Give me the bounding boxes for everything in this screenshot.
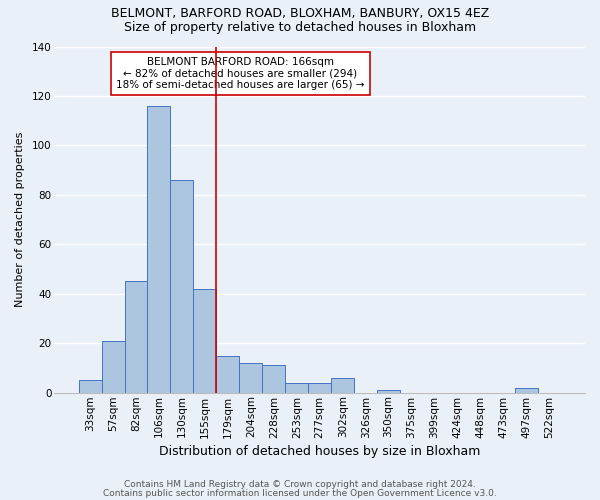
Bar	[217, 356, 239, 393]
Bar	[262, 366, 285, 392]
Bar	[377, 390, 400, 392]
Bar	[148, 106, 170, 393]
Bar	[125, 282, 148, 393]
Bar	[308, 383, 331, 392]
Text: Size of property relative to detached houses in Bloxham: Size of property relative to detached ho…	[124, 21, 476, 34]
Y-axis label: Number of detached properties: Number of detached properties	[15, 132, 25, 308]
Bar	[101, 340, 125, 392]
Bar	[193, 289, 217, 393]
X-axis label: Distribution of detached houses by size in Bloxham: Distribution of detached houses by size …	[159, 444, 481, 458]
Bar	[331, 378, 354, 392]
Text: Contains public sector information licensed under the Open Government Licence v3: Contains public sector information licen…	[103, 488, 497, 498]
Bar	[285, 383, 308, 392]
Bar	[239, 363, 262, 392]
Bar	[515, 388, 538, 392]
Text: BELMONT, BARFORD ROAD, BLOXHAM, BANBURY, OX15 4EZ: BELMONT, BARFORD ROAD, BLOXHAM, BANBURY,…	[111, 8, 489, 20]
Bar	[79, 380, 101, 392]
Text: BELMONT BARFORD ROAD: 166sqm
← 82% of detached houses are smaller (294)
18% of s: BELMONT BARFORD ROAD: 166sqm ← 82% of de…	[116, 57, 364, 90]
Bar	[170, 180, 193, 392]
Text: Contains HM Land Registry data © Crown copyright and database right 2024.: Contains HM Land Registry data © Crown c…	[124, 480, 476, 489]
